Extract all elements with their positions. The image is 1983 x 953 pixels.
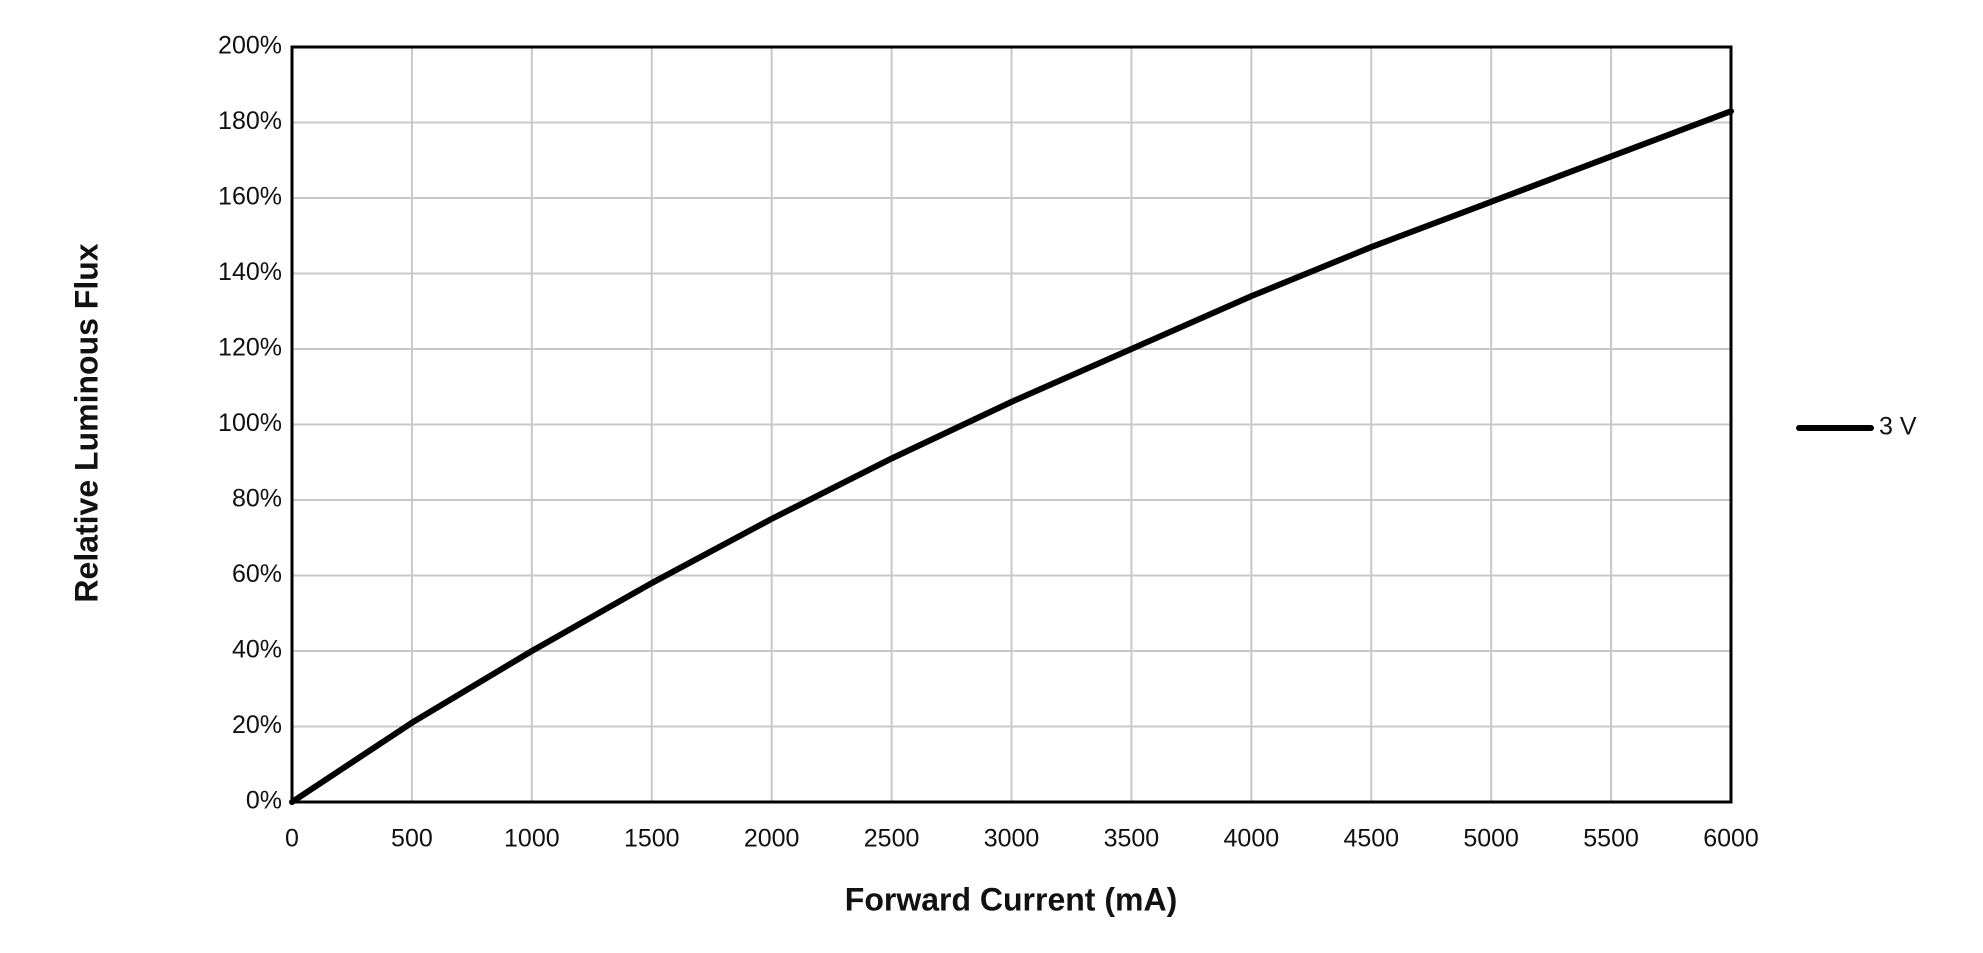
x-tick-label: 5000 <box>1463 825 1519 853</box>
x-tick-label: 3000 <box>984 825 1040 853</box>
x-tick-label: 2500 <box>864 825 920 853</box>
y-tick-label: 140% <box>218 258 282 286</box>
x-tick-label: 500 <box>391 825 433 853</box>
y-axis-title: Relative Luminous Flux <box>68 243 104 602</box>
x-tick-label: 3500 <box>1104 825 1160 853</box>
y-tick-label: 60% <box>232 560 282 588</box>
y-tick-label: 40% <box>232 636 282 664</box>
y-tick-label: 200% <box>218 32 282 60</box>
x-tick-label: 2000 <box>744 825 800 853</box>
y-tick-label: 100% <box>218 409 282 437</box>
data-line <box>289 108 1734 805</box>
y-tick-label: 120% <box>218 334 282 362</box>
legend-label: 3 V <box>1879 413 1917 441</box>
y-tick-label: 20% <box>232 711 282 739</box>
x-tick-label: 5500 <box>1583 825 1639 853</box>
y-tick-label: 160% <box>218 183 282 211</box>
plot-frame <box>290 45 1733 804</box>
x-tick-label: 1000 <box>504 825 560 853</box>
y-tick-label: 180% <box>218 107 282 135</box>
x-tick-label: 6000 <box>1703 825 1759 853</box>
x-tick-label: 1500 <box>624 825 680 853</box>
y-tick-label: 80% <box>232 485 282 513</box>
x-tick-label: 4000 <box>1224 825 1280 853</box>
x-axis-title: Forward Current (mA) <box>845 881 1177 917</box>
x-tick-label: 0 <box>285 825 299 853</box>
x-tick-label: 4500 <box>1343 825 1399 853</box>
y-tick-label: 0% <box>246 787 282 815</box>
